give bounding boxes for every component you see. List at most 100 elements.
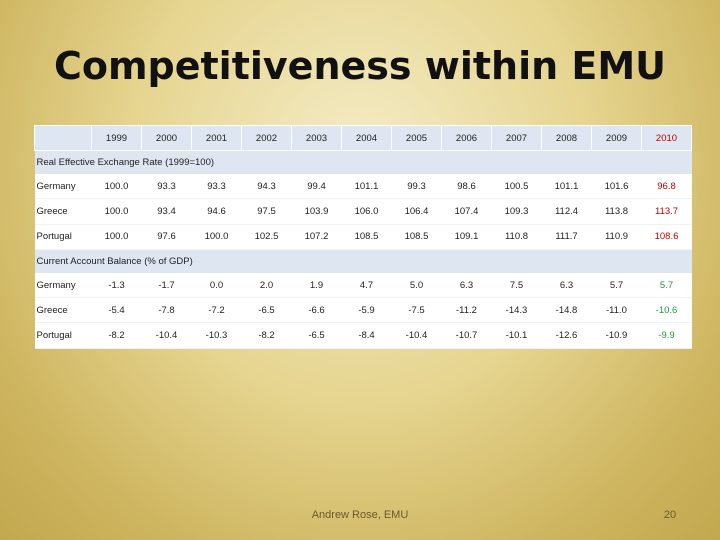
value-cell: -9.9 <box>641 322 692 349</box>
year-header: 1999 <box>91 125 142 151</box>
footer-author: Andrew Rose, EMU <box>311 509 409 521</box>
value-cell: 109.1 <box>441 224 492 250</box>
value-cell: 100.0 <box>191 224 242 250</box>
table-row: Greece 100.0 93.4 94.6 97.5 103.9 106.0 … <box>34 198 692 225</box>
value-cell: -12.6 <box>541 322 592 349</box>
value-cell: 100.0 <box>91 174 142 200</box>
value-cell: 6.3 <box>541 272 592 299</box>
value-cell: 93.4 <box>141 198 192 225</box>
header-corner-cell <box>34 125 92 151</box>
value-cell: 103.9 <box>291 198 342 225</box>
year-header-row: 1999 2000 2001 2002 2003 2004 2005 2006 … <box>34 125 692 151</box>
year-header: 2002 <box>241 125 292 151</box>
value-cell: 96.8 <box>641 174 692 200</box>
country-label: Greece <box>34 198 92 225</box>
table-row: Greece -5.4 -7.8 -7.2 -6.5 -6.6 -5.9 -7.… <box>34 297 692 324</box>
value-cell: 97.5 <box>241 198 292 225</box>
value-cell: -6.5 <box>291 322 342 349</box>
value-cell: 111.7 <box>541 224 592 250</box>
value-cell: -11.0 <box>591 297 642 324</box>
section-label: Real Effective Exchange Rate (1999=100) <box>34 150 692 174</box>
year-header: 2001 <box>191 125 242 151</box>
value-cell: 0.0 <box>191 272 242 299</box>
value-cell: 108.5 <box>341 224 392 250</box>
value-cell: 100.0 <box>91 224 142 250</box>
year-header: 2010 <box>641 125 692 151</box>
value-cell: 108.6 <box>641 224 692 250</box>
value-cell: 101.1 <box>541 174 592 200</box>
table-row: Germany -1.3 -1.7 0.0 2.0 1.9 4.7 5.0 6.… <box>34 272 692 299</box>
value-cell: -11.2 <box>441 297 492 324</box>
value-cell: -6.5 <box>241 297 292 324</box>
value-cell: 98.6 <box>441 174 492 200</box>
value-cell: -10.3 <box>191 322 242 349</box>
value-cell: 93.3 <box>191 174 242 200</box>
table-row: Portugal -8.2 -10.4 -10.3 -8.2 -6.5 -8.4… <box>34 322 692 349</box>
page-number: 20 <box>663 509 677 521</box>
value-cell: 107.2 <box>291 224 342 250</box>
value-cell: 6.3 <box>441 272 492 299</box>
value-cell: 112.4 <box>541 198 592 225</box>
value-cell: 97.6 <box>141 224 192 250</box>
value-cell: -10.4 <box>391 322 442 349</box>
value-cell: 5.0 <box>391 272 442 299</box>
year-header: 2006 <box>441 125 492 151</box>
value-cell: -10.7 <box>441 322 492 349</box>
value-cell: 5.7 <box>591 272 642 299</box>
value-cell: 102.5 <box>241 224 292 250</box>
value-cell: -10.4 <box>141 322 192 349</box>
value-cell: 113.8 <box>591 198 642 225</box>
value-cell: -14.3 <box>491 297 542 324</box>
year-header: 2003 <box>291 125 342 151</box>
value-cell: 4.7 <box>341 272 392 299</box>
country-label: Germany <box>34 174 92 200</box>
value-cell: 100.5 <box>491 174 542 200</box>
value-cell: 2.0 <box>241 272 292 299</box>
year-header: 2000 <box>141 125 192 151</box>
year-header: 2009 <box>591 125 642 151</box>
section-header-row: Current Account Balance (% of GDP) <box>34 249 692 273</box>
section-label: Current Account Balance (% of GDP) <box>34 249 692 273</box>
year-header: 2008 <box>541 125 592 151</box>
value-cell: 110.8 <box>491 224 542 250</box>
value-cell: 113.7 <box>641 198 692 225</box>
value-cell: 110.9 <box>591 224 642 250</box>
value-cell: -1.3 <box>91 272 142 299</box>
value-cell: -8.4 <box>341 322 392 349</box>
value-cell: -10.6 <box>641 297 692 324</box>
value-cell: 5.7 <box>641 272 692 299</box>
value-cell: -10.1 <box>491 322 542 349</box>
value-cell: 93.3 <box>141 174 192 200</box>
value-cell: 99.3 <box>391 174 442 200</box>
value-cell: -8.2 <box>91 322 142 349</box>
value-cell: 99.4 <box>291 174 342 200</box>
table-row: Portugal 100.0 97.6 100.0 102.5 107.2 10… <box>34 224 692 250</box>
value-cell: -8.2 <box>241 322 292 349</box>
country-label: Portugal <box>34 322 92 349</box>
value-cell: 109.3 <box>491 198 542 225</box>
value-cell: -5.9 <box>341 297 392 324</box>
value-cell: -1.7 <box>141 272 192 299</box>
value-cell: 108.5 <box>391 224 442 250</box>
value-cell: 106.4 <box>391 198 442 225</box>
year-header: 2007 <box>491 125 542 151</box>
value-cell: -5.4 <box>91 297 142 324</box>
value-cell: -7.2 <box>191 297 242 324</box>
country-label: Germany <box>34 272 92 299</box>
section-header-row: Real Effective Exchange Rate (1999=100) <box>34 150 692 174</box>
value-cell: -6.6 <box>291 297 342 324</box>
value-cell: -7.5 <box>391 297 442 324</box>
value-cell: 94.3 <box>241 174 292 200</box>
value-cell: -10.9 <box>591 322 642 349</box>
value-cell: 107.4 <box>441 198 492 225</box>
year-header: 2005 <box>391 125 442 151</box>
year-header: 2004 <box>341 125 392 151</box>
value-cell: -7.8 <box>141 297 192 324</box>
country-label: Greece <box>34 297 92 324</box>
value-cell: 7.5 <box>491 272 542 299</box>
value-cell: 94.6 <box>191 198 242 225</box>
value-cell: 101.6 <box>591 174 642 200</box>
slide-title: Competitiveness within EMU <box>53 44 667 88</box>
value-cell: 106.0 <box>341 198 392 225</box>
competitiveness-table: 1999 2000 2001 2002 2003 2004 2005 2006 … <box>34 125 692 349</box>
